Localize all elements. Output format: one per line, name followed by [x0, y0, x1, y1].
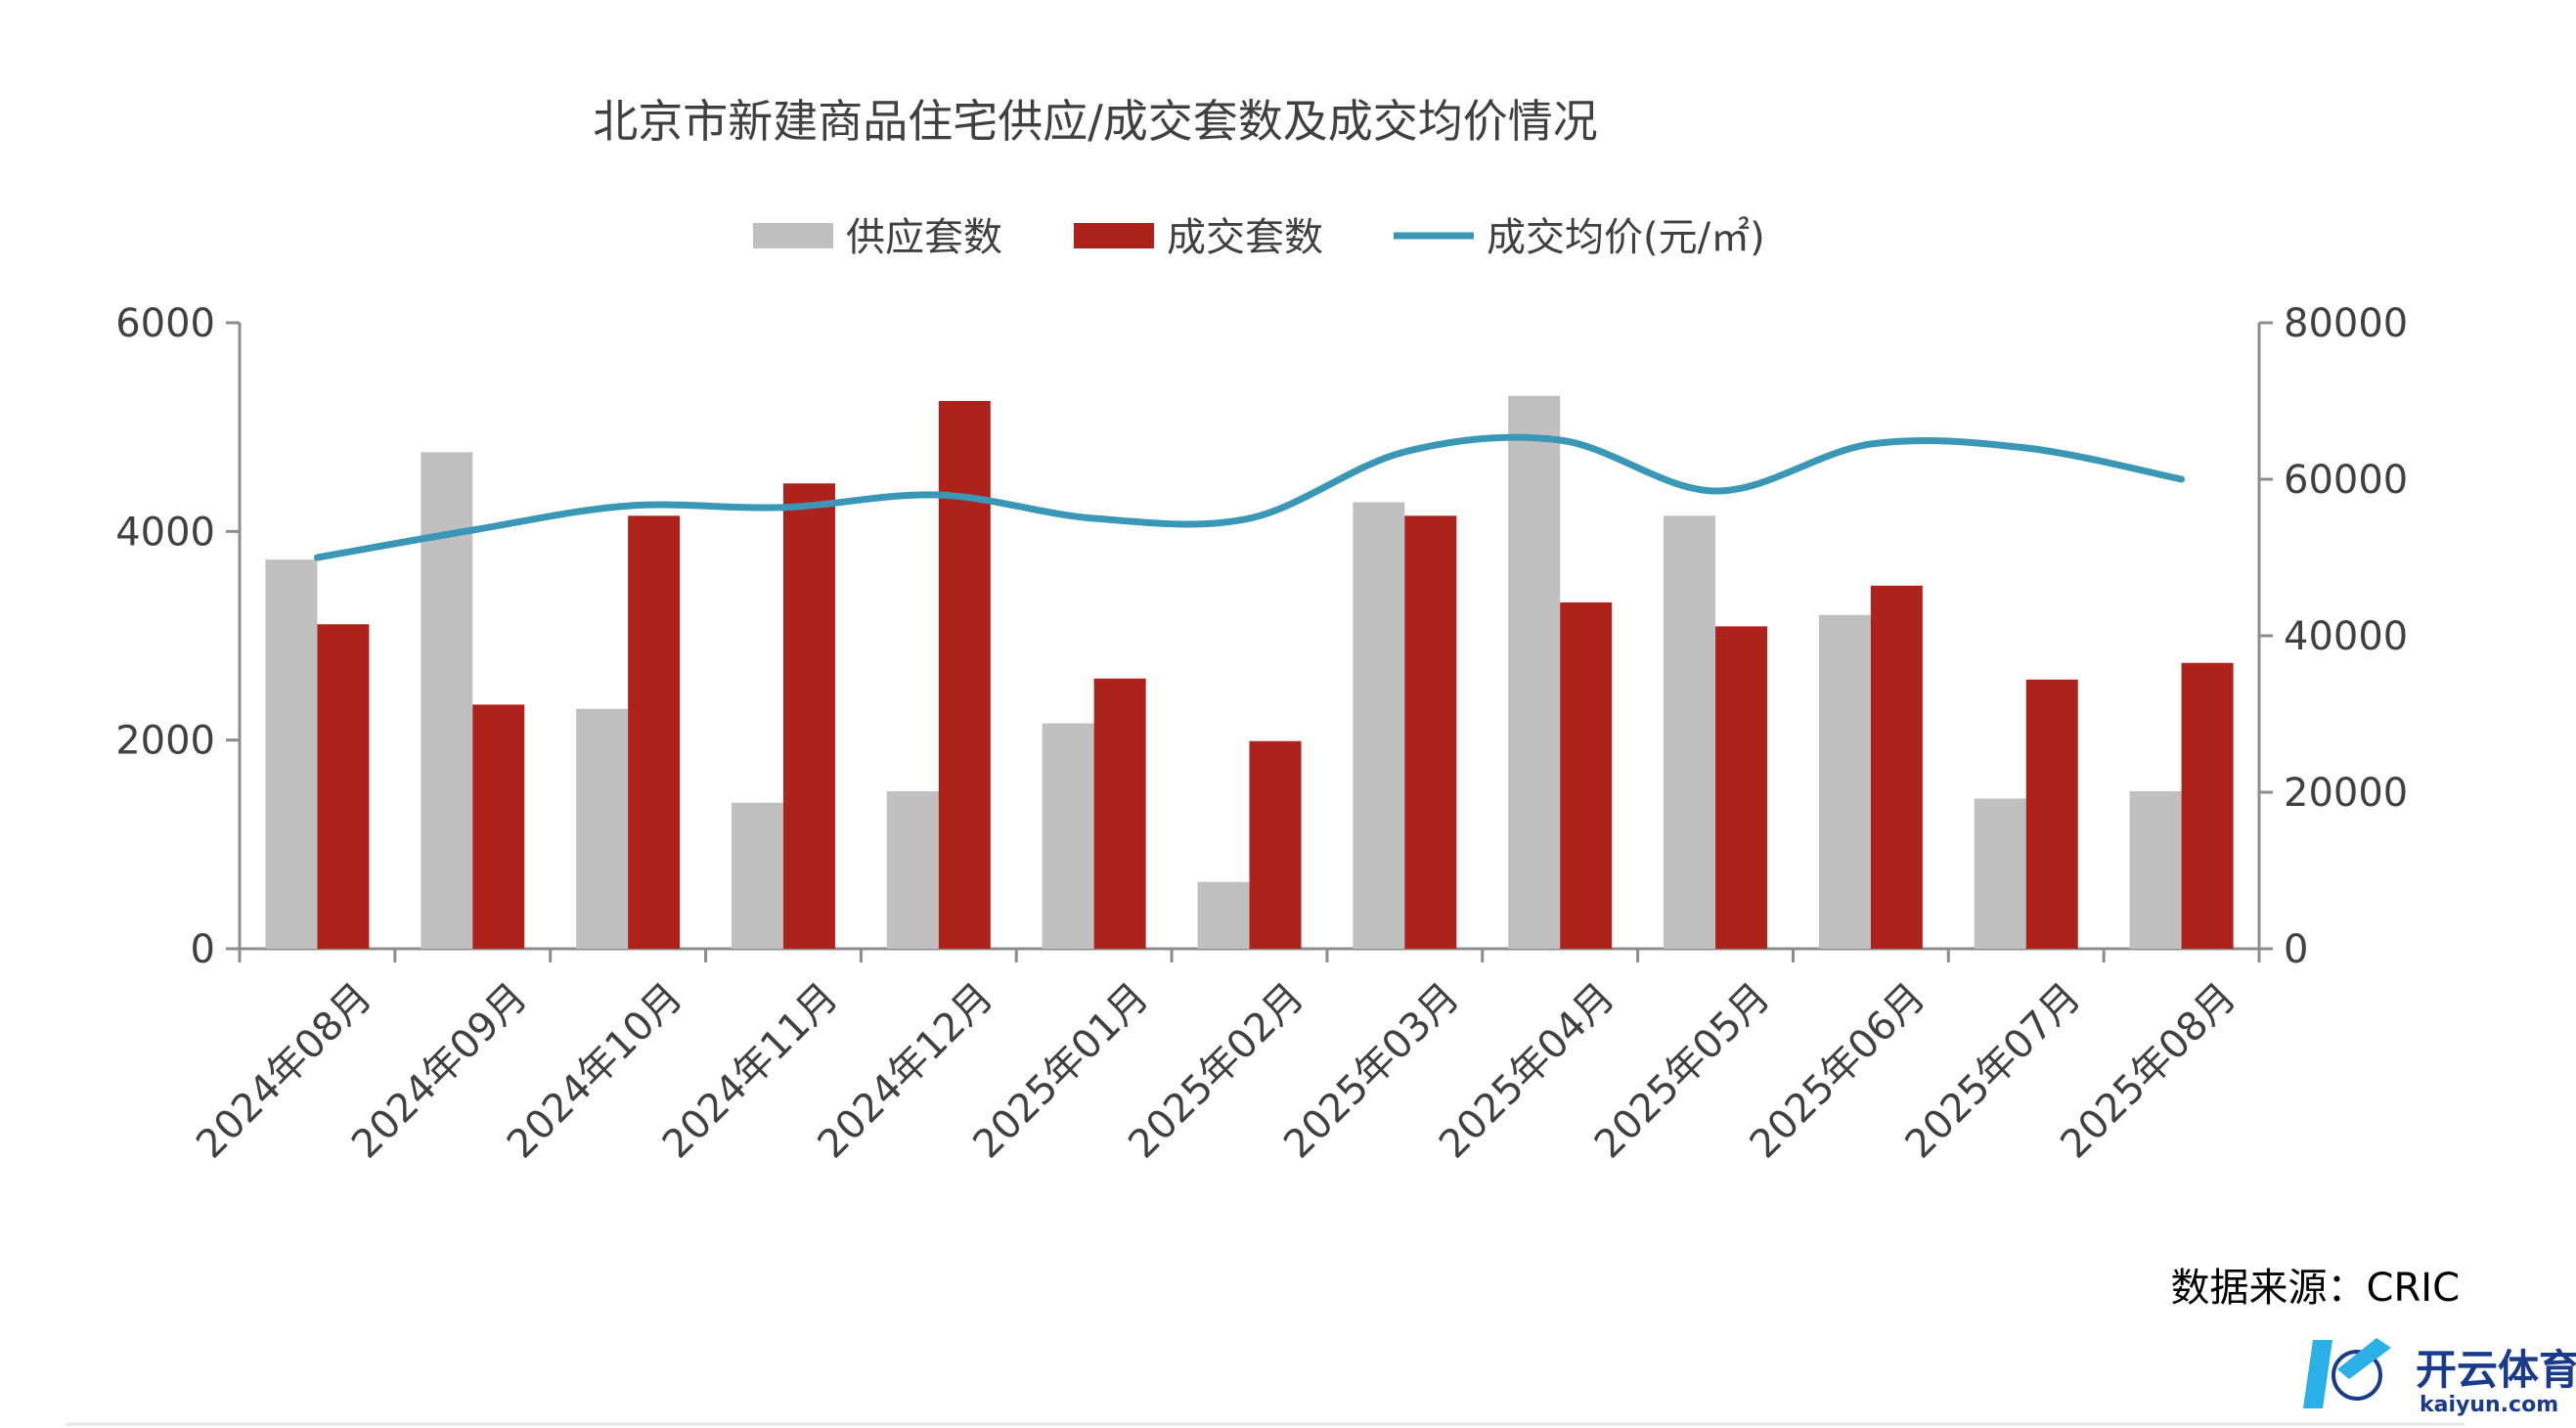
- bar-supply: [576, 708, 629, 949]
- line-avg-price: [313, 433, 2186, 561]
- y-right-tick-label: 60000: [2284, 458, 2408, 503]
- y-left-tick-label: 0: [191, 927, 215, 972]
- bar-deals: [1249, 740, 1302, 949]
- bar-deals: [1870, 585, 1923, 949]
- bar-supply: [731, 802, 783, 949]
- bar-deals: [317, 624, 370, 949]
- watermark-url: kaiyun.com: [2420, 1393, 2558, 1417]
- bar-supply: [1508, 395, 1561, 950]
- y-left-tick-label: 2000: [115, 719, 215, 764]
- y-right-tick-label: 0: [2284, 927, 2308, 972]
- bar-deals: [1404, 515, 1457, 949]
- bar-supply: [1197, 881, 1250, 949]
- bar-deals: [628, 515, 681, 949]
- bar-supply: [2129, 790, 2182, 949]
- bar-deals: [1560, 602, 1613, 949]
- watermark-brand: 开云体育: [2416, 1346, 2576, 1394]
- bar-deals: [472, 704, 525, 949]
- y-right-tick-label: 80000: [2284, 301, 2408, 346]
- y-right-tick-label: 20000: [2284, 771, 2408, 816]
- y-left-tick-label: 6000: [115, 301, 215, 346]
- watermark-logo: 开云体育 kaiyun.com: [2303, 1338, 2576, 1417]
- source-note: 数据来源：CRIC: [2171, 1266, 2460, 1311]
- bar-supply: [1818, 614, 1871, 949]
- legend-label-price: 成交均价(元/㎡): [1487, 215, 1765, 260]
- bar-supply: [1664, 515, 1716, 949]
- legend-swatch-deals: [1074, 223, 1154, 248]
- y-right-tick-label: 40000: [2284, 614, 2408, 659]
- legend: 供应套数 成交套数 成交均价(元/㎡): [753, 215, 1765, 260]
- plot-area: 02000400060000200004000060000800002024年0…: [115, 301, 2408, 1167]
- legend-label-supply: 供应套数: [846, 215, 1002, 260]
- bar-supply: [1353, 502, 1405, 949]
- bar-supply: [886, 790, 939, 949]
- legend-label-deals: 成交套数: [1167, 215, 1323, 260]
- legend-swatch-supply: [753, 223, 833, 248]
- bar-deals: [782, 483, 835, 949]
- bar-deals: [2025, 679, 2078, 949]
- bar-supply: [421, 452, 473, 949]
- k-mark-icon: [2303, 1338, 2391, 1408]
- bar-supply: [1974, 798, 2026, 949]
- bar-deals: [1715, 626, 1768, 949]
- bar-deals: [2181, 662, 2234, 949]
- chart-title: 北京市新建商品住宅供应/成交套数及成交均价情况: [593, 95, 1598, 148]
- bar-deals: [1093, 678, 1146, 949]
- y-left-tick-label: 4000: [115, 510, 215, 555]
- bar-deals: [938, 401, 991, 949]
- bar-supply: [265, 559, 318, 949]
- bar-supply: [1042, 723, 1094, 949]
